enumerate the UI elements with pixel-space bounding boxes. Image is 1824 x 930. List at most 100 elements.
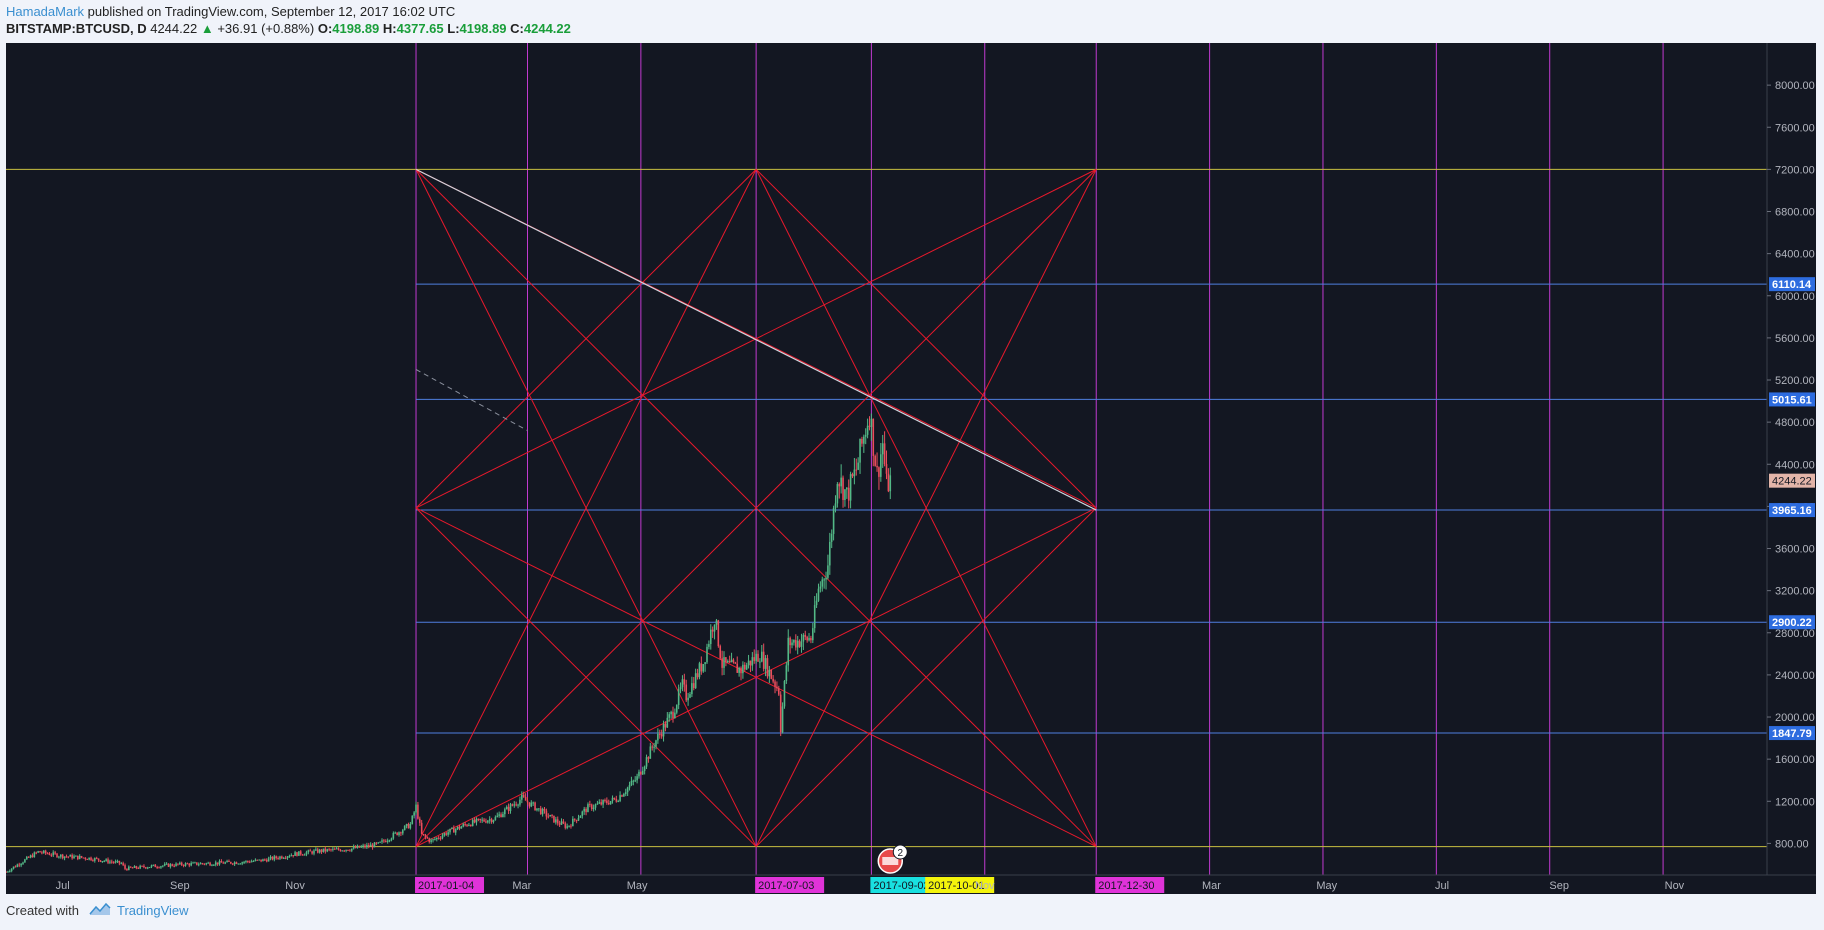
candle-body: [777, 688, 780, 695]
candle-body: [439, 838, 442, 840]
candle-body: [500, 814, 502, 818]
candle-body: [69, 854, 72, 857]
candle-body: [806, 636, 808, 641]
candle-body: [589, 804, 591, 806]
candle-body: [509, 804, 512, 811]
candle-body: [256, 859, 259, 861]
candle-body: [770, 669, 773, 679]
candle-body: [341, 850, 344, 852]
candle-body: [573, 818, 576, 820]
chart-canvas[interactable]: 800.00 1200.00 1600.00 2000.00 2400.00 2800.0…: [6, 43, 1816, 894]
candle-body: [630, 781, 633, 786]
candle-body: [861, 438, 863, 444]
candle-body: [562, 821, 565, 824]
y-tick-label: 2800.00: [1775, 628, 1815, 640]
candle-body: [649, 746, 652, 759]
candle-body: [437, 837, 440, 839]
candle-body: [881, 443, 884, 455]
candle-body: [286, 856, 289, 858]
candle-body: [815, 600, 818, 606]
candle-body: [708, 644, 710, 647]
y-tick-label: 5600.00: [1775, 333, 1815, 345]
tradingview-logo-icon[interactable]: [89, 902, 111, 919]
candle-body: [141, 865, 143, 867]
candle-body: [50, 854, 53, 856]
author-link[interactable]: HamadaMark: [6, 4, 85, 19]
date-highlight-label: 2017-10-01: [928, 880, 984, 892]
y-tick-label: 3200.00: [1775, 586, 1815, 598]
candle-body: [664, 723, 667, 728]
candle-body: [519, 799, 521, 805]
candle-body: [364, 845, 366, 848]
candle-body: [674, 712, 676, 719]
candle-body: [853, 469, 856, 477]
candle-body: [296, 852, 298, 856]
candle-body: [254, 859, 257, 862]
candle-body: [823, 579, 825, 581]
price-chart[interactable]: 800.00 1200.00 1600.00 2000.00 2400.00 2800.0…: [6, 43, 1816, 894]
x-tick-label: Sep: [170, 880, 190, 892]
candle-body: [169, 864, 172, 867]
candle-body: [366, 845, 368, 848]
candle-body: [37, 851, 39, 853]
x-tick-label: Nov: [975, 880, 995, 892]
x-tick-label: Sep: [1549, 880, 1569, 892]
candle-body: [273, 856, 276, 860]
tradingview-link[interactable]: TradingView: [116, 903, 189, 918]
candle-body: [829, 541, 831, 566]
price-level-badge: [1769, 277, 1815, 292]
candle-body: [92, 860, 94, 862]
candle-body: [199, 863, 202, 865]
candle-body: [834, 503, 837, 509]
candle-body: [118, 860, 121, 864]
candle-body: [31, 855, 34, 858]
candle-body: [192, 862, 194, 864]
candle-body: [579, 815, 582, 818]
candle-body: [94, 858, 96, 861]
low-label: L:: [447, 21, 460, 36]
y-tick-label: 4400.00: [1775, 459, 1815, 471]
candle-body: [411, 815, 414, 824]
candle-body: [515, 804, 517, 806]
candle-body: [190, 863, 192, 866]
candle-body: [490, 819, 493, 823]
candle-body: [725, 657, 727, 663]
candle-body: [103, 860, 106, 862]
current-price-badge: [1769, 473, 1815, 488]
candle-body: [282, 857, 285, 859]
up-arrow-icon: ▲: [200, 21, 214, 36]
candle-body: [728, 660, 731, 663]
price-level-badge-label: 1847.79: [1772, 728, 1812, 740]
candle-body: [796, 640, 799, 648]
candle-body: [600, 802, 602, 805]
candle-body: [213, 864, 215, 866]
candle-body: [78, 856, 81, 860]
chart-header: HamadaMark published on TradingView.com,…: [6, 3, 571, 37]
candle-body: [188, 863, 191, 866]
candle-body: [751, 657, 754, 666]
candle-body: [59, 854, 62, 857]
candle-body: [316, 849, 319, 853]
candle-body: [530, 802, 533, 807]
candle-body: [783, 680, 786, 707]
date-highlight-badge: [870, 877, 940, 893]
candle-body: [749, 660, 752, 666]
candle-body: [209, 862, 211, 866]
candle-body: [534, 802, 536, 811]
candle-body: [8, 870, 11, 872]
candle-body: [677, 689, 680, 706]
candle-body: [25, 856, 28, 860]
candle-body: [781, 706, 784, 733]
candle-body: [207, 862, 209, 864]
price-change: +36.91 (+0.88%): [217, 21, 315, 36]
symbol-label[interactable]: BITSTAMP:BTCUSD, D: [6, 21, 147, 36]
candle-body: [709, 629, 712, 645]
candle-body: [619, 795, 621, 802]
candle-body: [524, 797, 527, 801]
candle-body: [760, 651, 763, 662]
candle-body: [305, 852, 308, 855]
candle-body: [271, 856, 274, 860]
candle-body: [604, 800, 606, 802]
candle-body: [511, 804, 514, 806]
candle-body: [498, 814, 500, 816]
